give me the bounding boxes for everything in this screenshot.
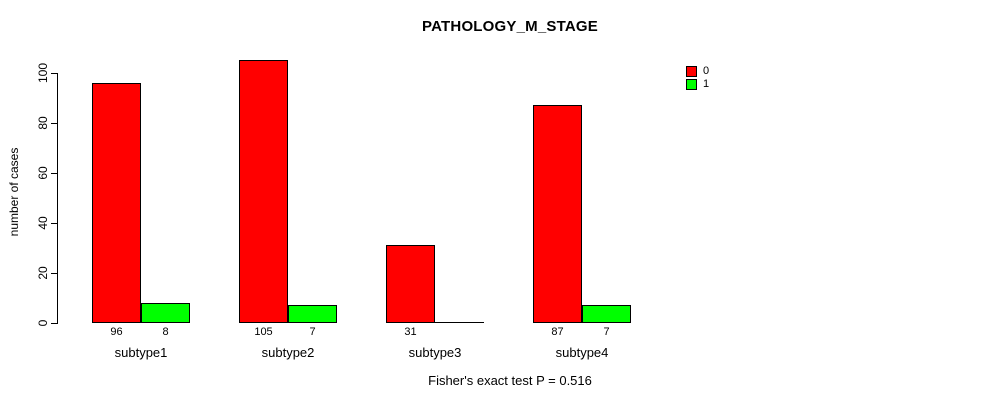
bar-value-label: 7	[603, 326, 610, 338]
y-axis-tick-label: 100	[36, 62, 50, 84]
legend-item-0: 0	[686, 66, 709, 77]
bar-series0-subtype3	[386, 245, 435, 323]
y-axis-tick-label: 40	[36, 216, 50, 230]
bar-value-label: 96	[110, 326, 123, 338]
bar-value-label: 105	[254, 326, 273, 338]
bar-series1-subtype2	[288, 305, 337, 323]
x-category-label: subtype3	[408, 345, 462, 360]
y-axis-tick	[51, 222, 58, 224]
y-axis-tick-label: 0	[36, 319, 50, 327]
legend-item-1: 1	[686, 79, 709, 90]
y-axis-tick-label: 60	[36, 166, 50, 180]
bar-value-label: 31	[404, 326, 417, 338]
bar-series1-subtype3	[435, 322, 484, 323]
bar-value-label: 7	[309, 326, 316, 338]
legend-label: 0	[703, 65, 710, 77]
bar-value-label: 8	[162, 326, 169, 338]
bar-series1-subtype1	[141, 303, 190, 323]
legend-swatch-icon	[686, 66, 697, 77]
footnote-text: Fisher's exact test P = 0.516	[428, 373, 592, 388]
bar-series0-subtype2	[239, 60, 288, 323]
bar-series0-subtype4	[533, 105, 582, 323]
y-axis-tick	[51, 72, 58, 74]
y-axis-tick	[51, 272, 58, 274]
chart-title: PATHOLOGY_M_STAGE	[422, 18, 598, 35]
legend-label: 1	[703, 78, 710, 90]
y-axis-label: number of cases	[7, 147, 21, 237]
bar-series1-subtype4	[582, 305, 631, 323]
y-axis-tick	[51, 322, 58, 324]
y-axis-tick	[51, 122, 58, 124]
x-category-label: subtype2	[261, 345, 315, 360]
y-axis-tick	[51, 172, 58, 174]
legend-swatch-icon	[686, 79, 697, 90]
y-axis-tick-label: 80	[36, 116, 50, 130]
bar-series0-subtype1	[92, 83, 141, 323]
y-axis-tick-label: 20	[36, 266, 50, 280]
y-axis-line	[57, 73, 58, 324]
x-category-label: subtype4	[555, 345, 609, 360]
bar-value-label: 87	[551, 326, 564, 338]
x-category-label: subtype1	[114, 345, 168, 360]
